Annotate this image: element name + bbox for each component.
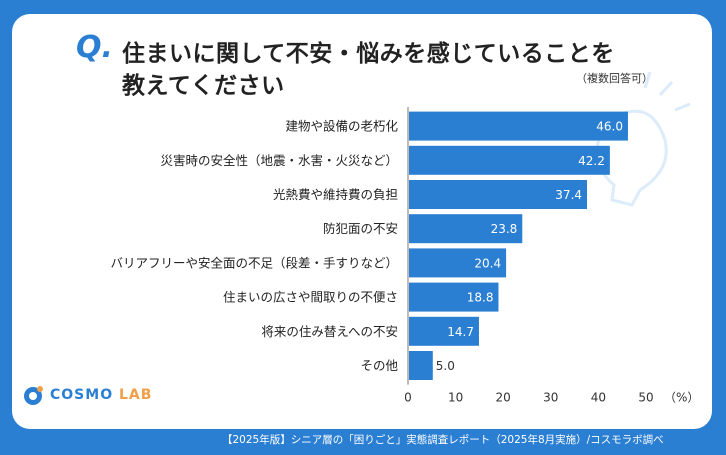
category-label: 防犯面の不安 <box>323 221 398 236</box>
category-label: バリアフリーや安全面の不足（段差・手すりなど） <box>110 255 398 270</box>
bar <box>409 180 588 209</box>
category-label: その他 <box>360 358 398 373</box>
category-label: 光熱費や維持費の負担 <box>273 187 398 202</box>
chart-card <box>12 14 712 429</box>
category-label: 住まいの広さや間取りの不便さ <box>223 290 398 305</box>
bar <box>409 282 499 312</box>
logo-text-main: COSMO <box>50 387 114 403</box>
question-title-line1: 住まいに関して不安・悩みを感じていることを <box>122 41 615 67</box>
data-label: 18.8 <box>467 291 494 305</box>
x-tick-label: 40 <box>591 391 606 405</box>
logo-icon <box>24 386 43 405</box>
bar <box>409 111 628 141</box>
x-tick-label: 0 <box>404 391 412 405</box>
x-tick-label: 10 <box>448 391 463 405</box>
data-label: 42.2 <box>578 154 605 168</box>
data-label: 5.0 <box>436 359 455 373</box>
cosmo-lab-logo: COSMO LAB <box>22 384 152 406</box>
footer-source: 【2025年版】シニア層の「困りごと」実態調査レポート（2025年8月実施）/コ… <box>222 434 664 446</box>
multiple-answer-note: （複数回答可） <box>576 72 653 85</box>
x-tick-label: 20 <box>496 391 511 405</box>
data-label: 20.4 <box>474 256 501 270</box>
bar <box>409 248 507 278</box>
category-label: 災害時の安全性（地震・水害・火災など） <box>160 153 398 168</box>
data-label: 37.4 <box>555 188 582 202</box>
bar <box>409 145 610 175</box>
x-tick-label: 50 <box>638 391 653 405</box>
category-label: 建物や設備の老朽化 <box>285 119 398 134</box>
question-mark: Q. <box>76 30 113 65</box>
bar <box>409 351 433 380</box>
question-title-line2: 教えてください <box>122 73 285 99</box>
data-label: 23.8 <box>491 222 518 236</box>
bar <box>409 214 523 244</box>
logo-text-accent: LAB <box>118 387 153 403</box>
x-unit-label: （%） <box>664 391 699 405</box>
bar <box>409 316 479 346</box>
category-label: 将来の住み替えへの不安 <box>261 324 398 339</box>
data-label: 14.7 <box>447 325 474 339</box>
data-label: 46.0 <box>596 120 623 134</box>
x-tick-label: 30 <box>543 391 558 405</box>
